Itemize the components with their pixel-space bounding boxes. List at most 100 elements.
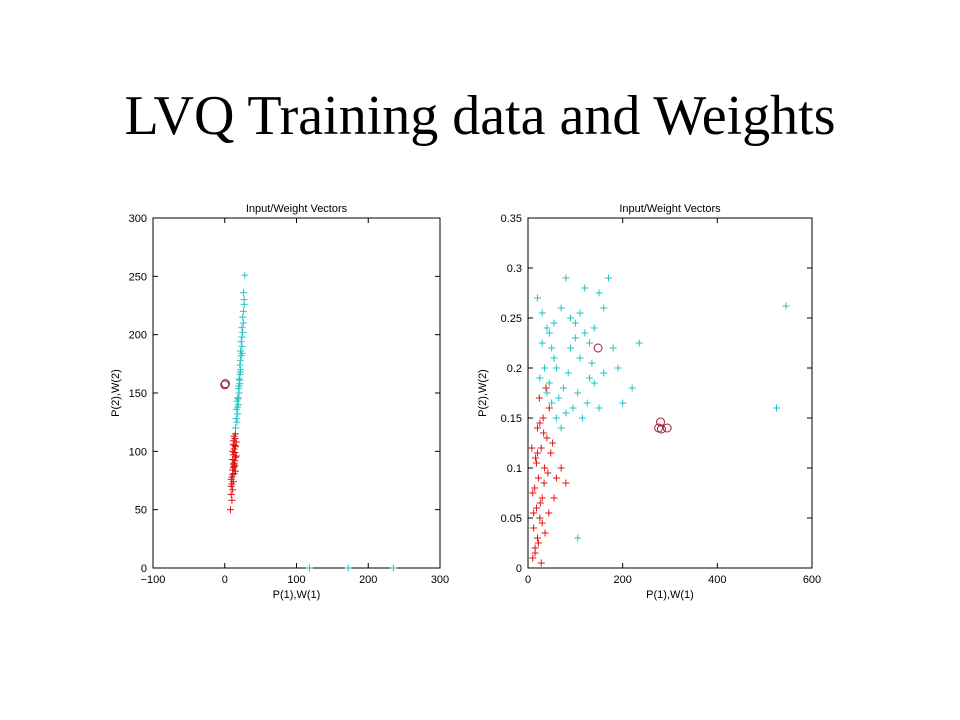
data-point-plus [234,410,242,418]
data-point-plus [232,415,240,423]
data-point-plus [586,339,594,347]
data-point-plus [226,506,234,514]
data-point-plus [344,564,352,572]
y-tick-label: 0.35 [501,213,522,225]
x-tick-label: 300 [431,574,449,586]
data-point-plus [235,382,243,390]
data-point-plus [529,554,537,562]
y-tick-label: 0.15 [501,413,522,425]
data-point-plus [773,404,780,412]
data-point-plus [548,344,556,352]
data-point-plus [557,464,565,472]
x-tick-label: 0 [222,574,228,586]
data-point-plus [541,529,549,537]
y-tick-label: 50 [135,505,147,517]
chart-title: Input/Weight Vectors [619,203,721,215]
data-point-plus [545,379,553,387]
y-axis-label: P(2),W(2) [110,369,122,417]
data-point-plus [586,374,594,382]
data-point-plus [550,319,558,327]
data-point-plus [600,369,608,377]
plot-frame [527,217,813,569]
y-tick-label: 0 [516,563,522,575]
x-axis-label: P(1),W(1) [646,589,694,601]
data-point-plus [552,474,560,482]
data-point-plus [235,375,243,383]
data-point-plus [590,379,598,387]
data-point-plus [541,464,549,472]
chart-right: Input/Weight Vectors 0 200 400 600 0 0.05 0.1 0.… [477,203,821,601]
data-point-plus [530,524,538,532]
data-point-plus [538,519,546,527]
data-point-plus [581,329,589,337]
data-point-plus [547,449,555,457]
y-tick-label: 0.05 [501,513,522,525]
data-point-plus [239,319,247,327]
y-tick-label: 0.25 [501,313,522,325]
data-point-plus [562,479,570,487]
data-point-plus [562,274,570,282]
weight-circle [656,417,666,427]
data-point-plus [540,479,548,487]
data-point-plus [237,338,245,346]
data-point-plus [549,439,557,447]
data-point-plus [557,424,565,432]
data-point-plus [544,469,552,477]
data-point-plus [234,395,242,403]
data-point-plus [545,404,553,412]
data-point-plus [578,414,586,422]
data-point-plus [576,354,584,362]
x-tick-label: 100 [287,574,305,586]
data-point-plus [236,361,244,369]
data-point-plus [536,374,544,382]
weight-circle [654,423,664,433]
data-point-plus [538,339,546,347]
data-point-plus [529,489,537,497]
data-point-plus [229,437,237,445]
data-point-plus [528,444,536,452]
data-point-plus [539,414,547,422]
y-axis-label: P(2),W(2) [477,369,489,417]
data-point-plus [238,349,246,357]
data-point-plus [234,403,242,411]
data-point-plus [230,463,238,470]
weight-circle [662,423,672,433]
data-point-plus [548,399,556,407]
data-point-plus [543,434,551,442]
data-point-plus [234,394,242,402]
y-tick-label: 0 [141,563,147,575]
data-point-plus [552,364,560,372]
data-point-plus [552,414,560,422]
weight-circle [593,343,603,353]
data-point-plus [232,452,240,460]
data-point-plus [595,289,603,297]
data-point-plus [534,474,542,482]
data-point-plus [604,274,612,282]
data-point-plus [550,354,558,362]
data-point-plus [239,328,247,336]
x-tick-label: 200 [359,574,377,586]
weight-circle [220,379,230,389]
data-point-plus [531,549,539,557]
data-point-plus [574,389,582,397]
data-point-plus [538,309,546,317]
slide-title: LVQ Training data and Weights [124,85,836,147]
chart-left: Input/Weight Vectors−100 0 100 200 300050100… [110,203,449,601]
data-point-plus [239,289,247,297]
y-tick-label: 100 [129,446,147,458]
data-point-plus [240,296,248,304]
data-point-plus [590,324,598,332]
y-tick-label: 0.3 [507,263,522,275]
data-point-plus [581,284,589,292]
x-tick-label: −100 [141,574,166,586]
data-point-plus [237,368,245,376]
data-point-plus [543,324,551,332]
data-point-plus [535,394,543,402]
data-point-plus [533,504,541,512]
data-point-plus [543,389,551,397]
x-tick-label: 600 [803,574,821,586]
data-point-plus [241,271,249,279]
data-point-plus [538,494,546,502]
data-point-plus [533,449,541,457]
y-tick-label: 0.1 [507,463,522,475]
